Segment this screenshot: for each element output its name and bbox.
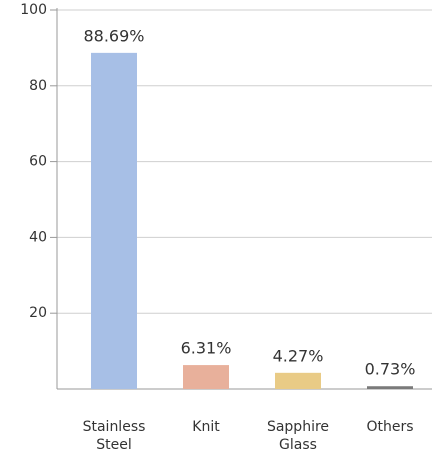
y-tick-label: 100 xyxy=(20,2,47,18)
value-label: 0.73% xyxy=(365,360,416,379)
bar xyxy=(275,372,321,389)
value-label: 4.27% xyxy=(273,346,324,365)
x-tick-label: Others xyxy=(366,419,414,435)
x-tick-label: Knit xyxy=(192,419,220,435)
bar xyxy=(183,365,229,389)
value-label: 88.69% xyxy=(83,26,144,45)
y-tick-label: 60 xyxy=(29,154,47,170)
y-tick-label: 80 xyxy=(29,78,47,94)
x-tick-label: Stainless Steel xyxy=(82,419,146,453)
y-tick-label: 20 xyxy=(29,305,47,321)
value-label: 6.31% xyxy=(181,339,232,358)
y-tick-label: 40 xyxy=(29,229,47,245)
bar xyxy=(91,52,137,389)
bar xyxy=(367,386,413,389)
x-tick-label: Sapphire Glass xyxy=(266,419,330,453)
